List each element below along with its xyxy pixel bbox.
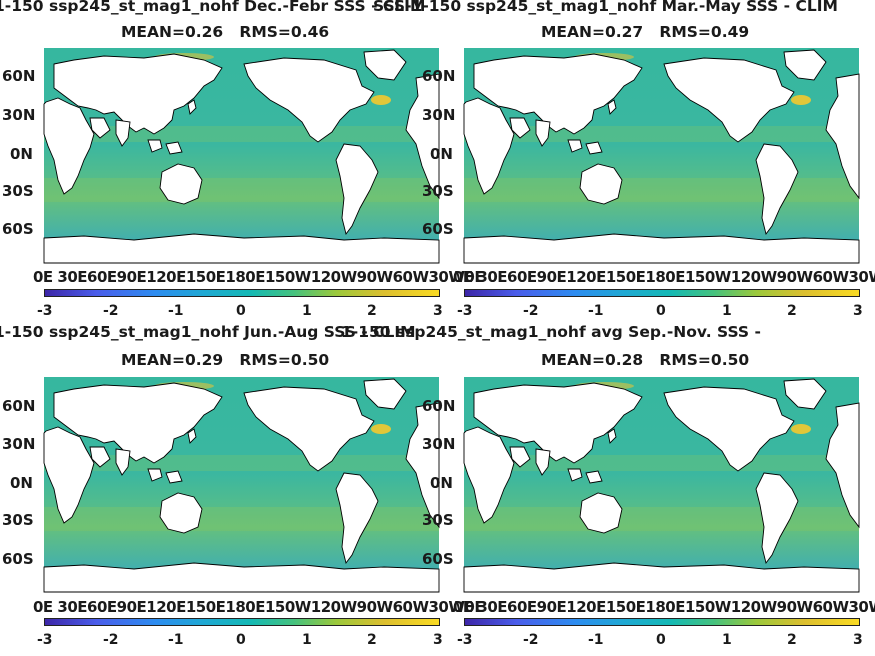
panel-2-lat-30n: 30N <box>422 106 456 124</box>
panel-2-lon-labels: 0E 30E60E90E120E150E180E150W120W90W60W30… <box>453 268 875 286</box>
panel-3-lat-60s: 60S <box>2 550 34 568</box>
panel-1-lat-30n: 30N <box>2 106 36 124</box>
panel-3-cbar-tick: 1 <box>302 632 312 648</box>
panel-4-lat-0n: 0N <box>430 474 453 492</box>
panel-3-lat-30s: 30S <box>2 511 34 529</box>
panel-3-lon-labels: 0E 30E60E90E120E150E180E150W120W90W60W30… <box>33 598 485 616</box>
panel-1-lat-0n: 0N <box>10 145 33 163</box>
panel-1-lat-60n: 60N <box>2 67 36 85</box>
panel-4-cbar-tick: 1 <box>722 632 732 648</box>
panel-2-cbar-tick: 1 <box>722 303 732 319</box>
panel-3-cbar-tick: 3 <box>433 632 443 648</box>
panel-4-lat-30n: 30N <box>422 435 456 453</box>
panel-2-stats: MEAN=0.27 RMS=0.49 <box>541 23 750 41</box>
panel-1-cbar-tick: -3 <box>37 303 53 319</box>
panel-1-title: 1-150 ssp245_st_mag1_nohf Dec.-Febr SSS … <box>0 0 426 15</box>
panel-3-lat-30n: 30N <box>2 435 36 453</box>
panel-1-map <box>43 47 440 264</box>
panel-4-lat-60n: 60N <box>422 397 456 415</box>
panel-3-map <box>43 376 440 593</box>
panel-1-lat-60s: 60S <box>2 220 34 238</box>
panel-4-title: 1-150 ssp245_st_mag1_nohf avg Sep.-Nov. … <box>341 323 761 341</box>
panel-3-cbar-tick: 2 <box>367 632 377 648</box>
panel-3-cbar-tick: -3 <box>37 632 53 648</box>
panel-2-lat-0n: 0N <box>430 145 453 163</box>
panel-3-title: 1-150 ssp245_st_mag1_nohf Jun.-Aug SSS -… <box>0 323 416 341</box>
panel-3-cbar-tick: -2 <box>103 632 119 648</box>
panel-1-cbar-tick: -1 <box>168 303 184 319</box>
panel-4-cbar-tick: -3 <box>457 632 473 648</box>
panel-2-lat-60s: 60S <box>422 220 454 238</box>
panel-2-lat-60n: 60N <box>422 67 456 85</box>
panel-2-cbar-tick: 2 <box>787 303 797 319</box>
panel-1-colorbar <box>44 289 440 297</box>
panel-4-lat-30s: 30S <box>422 511 454 529</box>
panel-2-cbar-tick: -3 <box>457 303 473 319</box>
panel-3-cbar-tick: -1 <box>168 632 184 648</box>
panel-3-stats: MEAN=0.29 RMS=0.50 <box>121 351 330 369</box>
panel-4-colorbar <box>464 618 860 626</box>
panel-4-cbar-tick: 0 <box>656 632 666 648</box>
panel-2-title: SSS-1-150 ssp245_st_mag1_nohf Mar.-May S… <box>373 0 838 15</box>
panel-4-cbar-tick: -2 <box>523 632 539 648</box>
panel-2-map <box>463 47 860 264</box>
panel-1-cbar-tick: 3 <box>433 303 443 319</box>
panel-4-cbar-tick: 3 <box>853 632 863 648</box>
panel-1-stats: MEAN=0.26 RMS=0.46 <box>121 23 330 41</box>
panel-2-cbar-tick: 0 <box>656 303 666 319</box>
panel-2-colorbar <box>464 289 860 297</box>
panel-3-cbar-tick: 0 <box>236 632 246 648</box>
panel-4-cbar-tick: 2 <box>787 632 797 648</box>
panel-3-colorbar <box>44 618 440 626</box>
panel-4-map <box>463 376 860 593</box>
panel-1-cbar-tick: 1 <box>302 303 312 319</box>
panel-4-lon-labels: 0E 30E60E90E120E150E180E150W120W90W60W30… <box>453 598 875 616</box>
panel-1-cbar-tick: -2 <box>103 303 119 319</box>
panel-1-cbar-tick: 0 <box>236 303 246 319</box>
panel-4-lat-60s: 60S <box>422 550 454 568</box>
panel-1-cbar-tick: 2 <box>367 303 377 319</box>
panel-4-cbar-tick: -1 <box>588 632 604 648</box>
panel-2-cbar-tick: 3 <box>853 303 863 319</box>
panel-4-stats: MEAN=0.28 RMS=0.50 <box>541 351 750 369</box>
panel-3-lat-60n: 60N <box>2 397 36 415</box>
panel-2-cbar-tick: -1 <box>588 303 604 319</box>
panel-1-lon-labels: 0E 30E60E90E120E150E180E150W120W90W60W30… <box>33 268 485 286</box>
panel-1-lat-30s: 30S <box>2 182 34 200</box>
panel-2-lat-30s: 30S <box>422 182 454 200</box>
panel-3-lat-0n: 0N <box>10 474 33 492</box>
panel-2-cbar-tick: -2 <box>523 303 539 319</box>
